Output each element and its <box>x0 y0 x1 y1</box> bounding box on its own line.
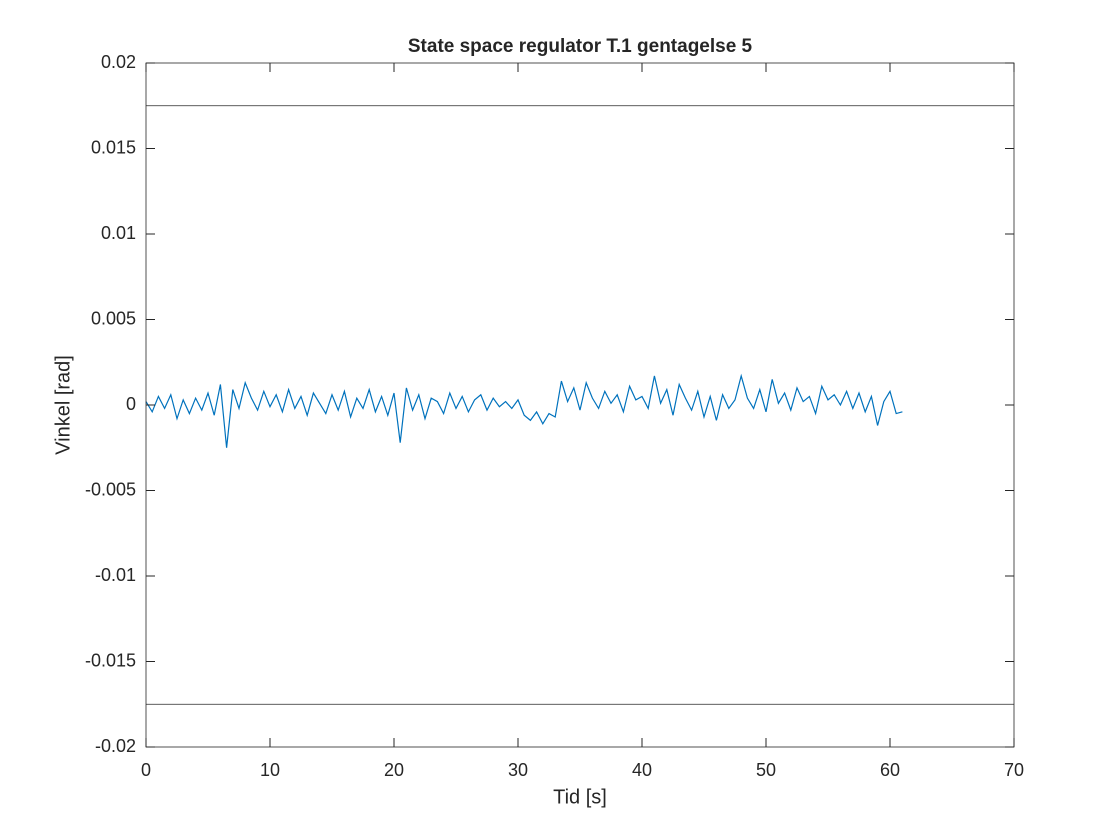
x-tick-label: 10 <box>260 760 280 780</box>
x-tick-label: 0 <box>141 760 151 780</box>
x-tick-label: 30 <box>508 760 528 780</box>
chart-title: State space regulator T.1 gentagelse 5 <box>408 36 753 57</box>
x-tick-label: 50 <box>756 760 776 780</box>
y-tick-label: -0.02 <box>95 736 136 756</box>
x-tick-label: 20 <box>384 760 404 780</box>
y-tick-label: 0.005 <box>91 308 136 328</box>
y-tick-label: 0.01 <box>101 223 136 243</box>
y-axis-label: Vinkel [rad] <box>52 355 74 455</box>
data-line <box>145 373 903 448</box>
x-tick-label: 70 <box>1004 760 1024 780</box>
y-tick-label: -0.01 <box>95 565 136 585</box>
x-axis-label: Tid [s] <box>553 786 607 808</box>
y-tick-label: 0.015 <box>91 137 136 157</box>
y-tick-label: 0.02 <box>101 52 136 72</box>
y-tick-label: -0.015 <box>85 650 136 670</box>
y-tick-label: -0.005 <box>85 479 136 499</box>
x-tick-label: 60 <box>880 760 900 780</box>
y-tick-label: 0 <box>126 394 136 414</box>
x-tick-label: 40 <box>632 760 652 780</box>
